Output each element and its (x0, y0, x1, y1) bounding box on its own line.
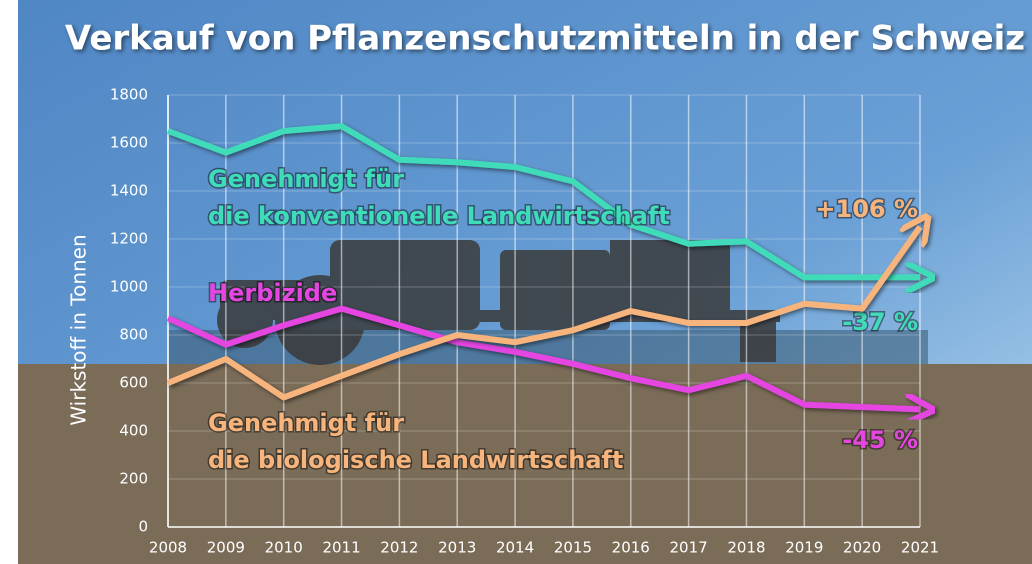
ground (18, 364, 1032, 564)
y-tick-label: 800 (119, 326, 148, 344)
series-label: die biologische Landwirtschaft (208, 446, 623, 474)
x-tick-label: 2010 (265, 539, 303, 557)
y-tick-label: 0 (138, 518, 148, 536)
x-tick-label: 2020 (843, 539, 881, 557)
y-tick-label: 400 (119, 422, 148, 440)
x-tick-label: 2017 (670, 539, 708, 557)
x-tick-label: 2015 (554, 539, 592, 557)
x-tick-label: 2009 (207, 539, 245, 557)
x-tick-label: 2021 (901, 539, 939, 557)
y-tick-label: 1600 (110, 134, 148, 152)
change-label: +106 % (815, 195, 918, 223)
y-tick-label: 200 (119, 470, 148, 488)
grid (167, 94, 921, 528)
y-tick-label: 1200 (110, 230, 148, 248)
x-tick-label: 2008 (149, 539, 187, 557)
y-tick-label: 1000 (110, 278, 148, 296)
change-label: -37 % (842, 308, 918, 336)
series-label: Herbizide (208, 279, 337, 307)
lines: Genehmigt für die konventionelle Landwirt… (166, 123, 920, 476)
series-label: Genehmigt für (208, 409, 404, 437)
x-tick-label: 2018 (727, 539, 765, 557)
y-tick-label: 1800 (110, 86, 148, 104)
x-tick-label: 2013 (438, 539, 476, 557)
x-tick-label: 2011 (322, 539, 360, 557)
y-axis-label: Wirkstoff in Tonnen (67, 234, 91, 425)
y-tick-label: 1400 (110, 182, 148, 200)
series-line (166, 227, 920, 401)
x-tick-label: 2012 (380, 539, 418, 557)
series-line (166, 305, 920, 410)
x-tick-label: 2014 (496, 539, 534, 557)
change-label: -45 % (842, 426, 918, 454)
series-label: die konventionelle Landwirtschaft (208, 202, 670, 230)
x-tick-label: 2019 (785, 539, 823, 557)
chart-title: Verkauf von Pflanzenschutzmitteln in der… (65, 19, 1025, 59)
y-tick-label: 600 (119, 374, 148, 392)
x-tick-label: 2016 (612, 539, 650, 557)
series-line (166, 123, 920, 277)
series-label: Genehmigt für (208, 165, 404, 193)
